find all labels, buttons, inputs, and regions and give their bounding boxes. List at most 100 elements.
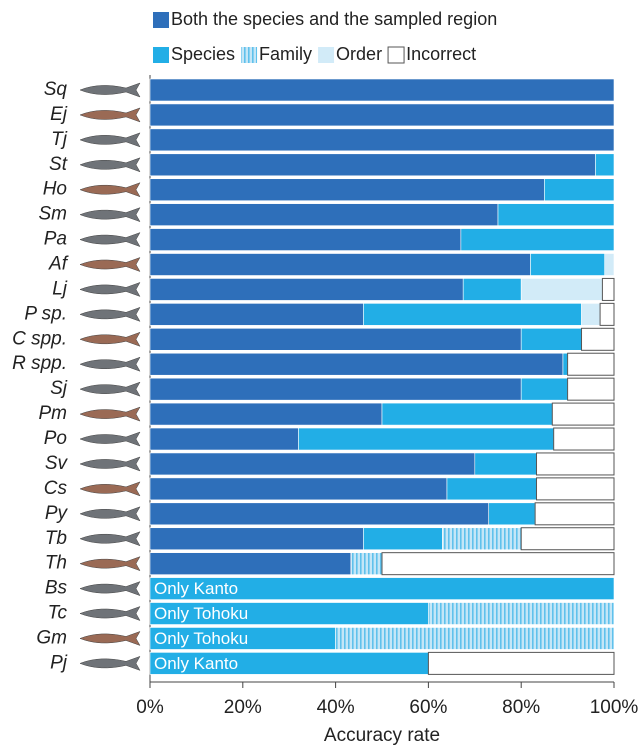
category-label: C spp.	[12, 328, 67, 349]
category-label: St	[49, 154, 68, 175]
bar-segment	[363, 303, 582, 326]
bar-segment	[149, 128, 615, 152]
category-label: Sj	[50, 378, 68, 399]
bar-segment	[149, 303, 364, 326]
legend-key	[153, 12, 169, 28]
fish-icon	[79, 306, 141, 322]
category-label: Py	[45, 503, 69, 524]
category-label: P sp.	[24, 303, 67, 324]
legend-label: Family	[259, 44, 312, 64]
category-label: Tc	[48, 603, 68, 624]
fish-icon	[79, 531, 141, 547]
category-label: Cs	[44, 478, 68, 499]
bar-segment	[520, 377, 568, 401]
category-label: R spp.	[12, 353, 67, 374]
bar-segment	[149, 253, 531, 276]
category-label: Sv	[45, 453, 69, 474]
bar-segment	[363, 527, 443, 551]
fish-icon	[79, 232, 141, 248]
bar-segment	[149, 577, 615, 600]
legend-key	[241, 47, 258, 63]
bar-segment	[562, 352, 568, 376]
category-label: Bs	[45, 578, 68, 599]
x-tick-label: 80%	[502, 697, 540, 718]
legend-label: Both the species and the sampled region	[171, 9, 497, 29]
bar-segment	[298, 427, 554, 451]
x-tick-label: 40%	[317, 697, 355, 718]
bar-segment	[474, 452, 537, 476]
bar-segment	[520, 278, 603, 301]
bar-segment	[149, 203, 499, 226]
legend-label: Order	[336, 44, 382, 64]
legend-label: Incorrect	[406, 44, 476, 64]
x-tick-label: 0%	[136, 697, 164, 718]
category-label: Po	[44, 428, 67, 449]
bar-segment	[581, 303, 601, 326]
legend-key	[318, 47, 335, 63]
bar-segment	[520, 527, 615, 551]
bar-segment	[149, 103, 615, 127]
legend-key	[387, 46, 405, 64]
bar-segment	[149, 78, 615, 102]
category-label: Gm	[36, 627, 67, 648]
x-tick-label: 20%	[224, 697, 262, 718]
bar-segment	[446, 477, 537, 501]
bar-annotation: Only Tohoku	[154, 629, 248, 648]
bar-segment	[149, 228, 462, 251]
fish-icon	[79, 82, 141, 98]
fish-icon	[79, 581, 141, 597]
bar-segment	[536, 452, 615, 476]
fish-icon	[79, 381, 141, 397]
fish-icon	[79, 431, 141, 447]
category-label: Sm	[39, 204, 68, 225]
bar-segment	[149, 552, 352, 575]
bar-segment	[149, 452, 476, 476]
fish-icon	[79, 630, 141, 646]
fish-icon	[79, 331, 141, 347]
fish-icon	[79, 107, 141, 123]
bar-segment	[149, 377, 522, 401]
bar-segment	[567, 352, 615, 376]
category-label: Af	[48, 254, 69, 275]
bar-segment	[599, 302, 615, 326]
bar-segment	[442, 527, 522, 551]
bar-segment	[534, 502, 615, 526]
category-label: Sq	[44, 79, 68, 100]
bar-segment	[427, 651, 615, 675]
bar-segment	[497, 203, 615, 226]
bar-segment	[530, 253, 606, 276]
fish-icon	[79, 406, 141, 422]
bar-segment	[149, 502, 490, 526]
fish-icon	[79, 182, 141, 198]
bar-segment	[462, 278, 522, 301]
fish-icon	[79, 456, 141, 472]
bar-segment	[544, 178, 615, 202]
bar-annotation: Only Tohoku	[154, 604, 248, 623]
bar-segment	[553, 427, 615, 451]
bar-segment	[601, 277, 615, 301]
bar-segment	[604, 253, 615, 276]
category-label: Tj	[51, 129, 68, 150]
bar-segment	[149, 527, 364, 551]
fish-icon	[79, 257, 141, 272]
bar-segment	[149, 278, 464, 301]
bar-segment	[149, 178, 545, 202]
bar-annotation: Only Kanto	[154, 579, 238, 598]
fish-icon	[79, 356, 141, 372]
bar-segment	[460, 228, 615, 251]
category-label: Pj	[50, 652, 68, 673]
category-label: Tb	[45, 528, 67, 549]
legend-label: Species	[171, 44, 235, 64]
fish-icon	[79, 207, 141, 223]
bar-segment	[149, 327, 522, 351]
bar-segment	[381, 402, 553, 426]
category-label: Ej	[50, 104, 68, 125]
category-label: Pm	[39, 403, 68, 424]
bar-segment	[149, 352, 564, 376]
legend-key	[153, 47, 169, 63]
bar-segment	[149, 153, 596, 177]
bar-segment	[581, 327, 615, 351]
category-label: Pa	[44, 229, 67, 250]
